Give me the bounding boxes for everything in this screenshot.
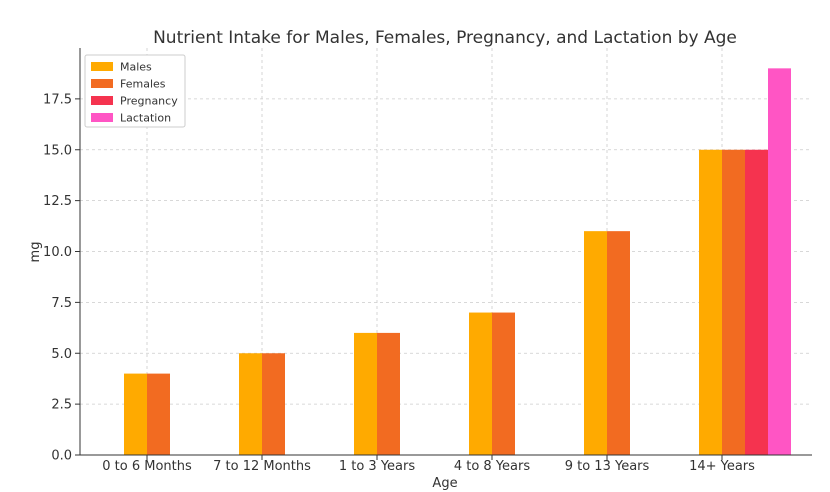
bar-males-1 [239, 353, 262, 455]
legend-swatch-males [91, 62, 113, 71]
y-tick-label: 0.0 [51, 449, 72, 464]
y-tick-label: 7.5 [51, 296, 72, 311]
legend-label-pregnancy: Pregnancy [120, 95, 178, 108]
legend-label-males: Males [120, 61, 152, 74]
bar-males-5 [699, 149, 722, 455]
bar-females-4 [607, 231, 630, 455]
x-tick-label: 1 to 3 Years [339, 459, 416, 474]
y-tick-label: 10.0 [43, 245, 72, 260]
x-tick-label: 0 to 6 Months [102, 459, 192, 474]
x-tick-label: 7 to 12 Months [213, 459, 311, 474]
bar-lactation-5 [768, 68, 791, 455]
bar-males-2 [354, 332, 377, 455]
legend-swatch-lactation [91, 113, 113, 122]
legend-frame [84, 54, 186, 128]
x-tick-label: 14+ Years [689, 459, 755, 474]
y-tick-label: 15.0 [43, 143, 72, 158]
x-tick-label: 4 to 8 Years [454, 459, 531, 474]
chart-title: Nutrient Intake for Males, Females, Preg… [153, 28, 737, 48]
y-tick-label: 17.5 [43, 92, 72, 107]
bar-males-0 [124, 373, 147, 455]
legend: Males Females Pregnancy Lactation [84, 54, 186, 128]
bar-females-3 [492, 312, 515, 455]
legend-swatch-females [91, 79, 113, 88]
bar-pregnancy-5 [745, 149, 768, 455]
bar-females-1 [262, 353, 285, 455]
x-tick-label: 9 to 13 Years [565, 459, 650, 474]
bar-females-2 [377, 332, 400, 455]
legend-swatch-pregnancy [91, 96, 113, 105]
bar-males-3 [469, 312, 492, 455]
bar-males-4 [584, 231, 607, 455]
x-axis-label: Age [432, 476, 457, 491]
legend-label-lactation: Lactation [120, 112, 171, 125]
y-tick-label: 12.5 [43, 194, 72, 209]
axis-layer: 0.0 2.5 5.0 7.5 10.0 12.5 15.0 17.5 0 to 6 Month… [43, 48, 812, 474]
y-tick-label: 2.5 [51, 398, 72, 413]
bar-layer [124, 68, 791, 455]
y-tick-label: 5.0 [51, 347, 72, 362]
bar-females-0 [147, 373, 170, 455]
bar-females-5 [722, 149, 745, 455]
y-axis-label: mg [28, 242, 43, 263]
legend-label-females: Females [120, 78, 166, 91]
